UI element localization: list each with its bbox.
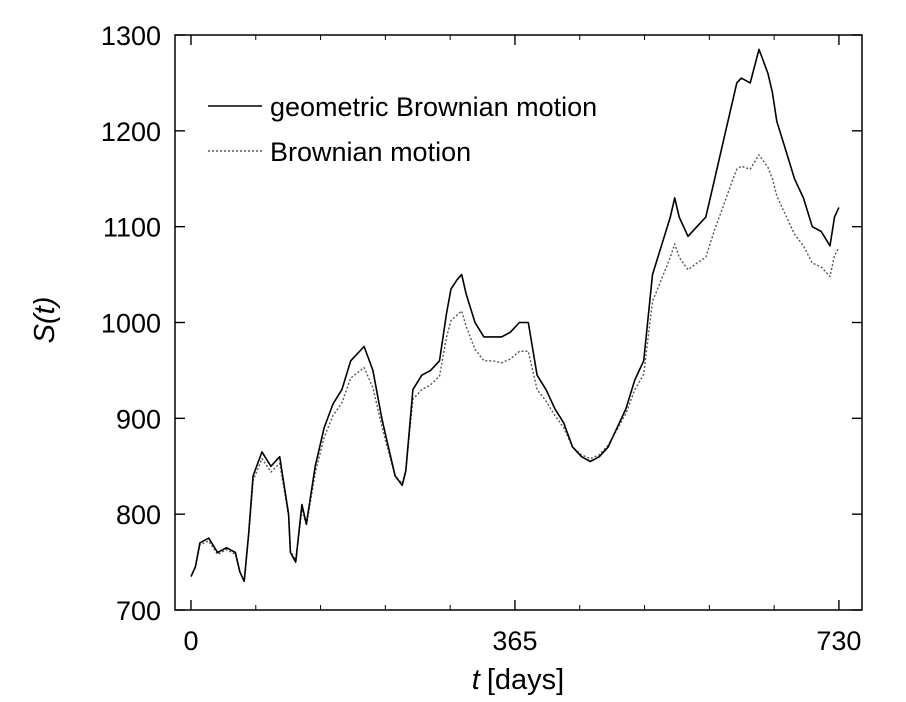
y-tick-label: 900: [116, 404, 161, 434]
x-axis-label-var: t: [472, 664, 482, 696]
y-tick-label: 700: [116, 596, 161, 626]
plot-layer: [190, 48, 840, 583]
x-tick-label: 730: [816, 626, 861, 656]
y-tick-label: 1000: [101, 309, 161, 339]
legend-label-gbm: geometric Brownian motion: [270, 92, 597, 122]
y-tick-label: 1200: [101, 117, 161, 147]
series-line-brownian: [190, 154, 840, 582]
y-tick-label: 800: [116, 500, 161, 530]
legend-label-bm: Brownian motion: [270, 137, 471, 167]
x-axis-label-unit: [days]: [487, 664, 564, 696]
y-axis-label: S(t): [29, 297, 61, 344]
x-axis-label: t [days]: [472, 664, 564, 696]
series-line-geometric-brownian: [190, 48, 840, 583]
legend: geometric Brownian motion Brownian motio…: [208, 92, 597, 167]
y-tick-label: 1100: [103, 213, 161, 243]
y-tick-label: 1300: [101, 21, 161, 51]
x-tick-label: 0: [183, 626, 198, 656]
tick-layer: 700 800 900 1000 1100 1200 1300 0 365 730: [101, 21, 862, 656]
x-tick-label: 365: [492, 626, 537, 656]
